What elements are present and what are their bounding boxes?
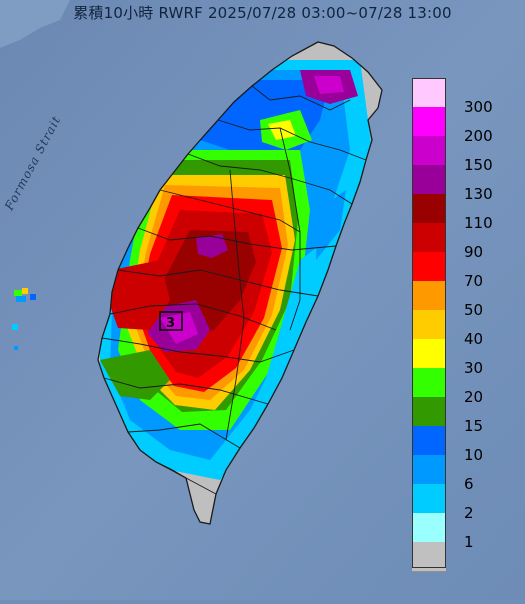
legend-swatch	[412, 397, 446, 427]
legend-swatch	[412, 339, 446, 369]
legend-swatch	[412, 542, 446, 572]
legend-swatch	[412, 252, 446, 282]
legend-swatch	[412, 484, 446, 514]
legend-label: 2	[464, 504, 474, 522]
legend-label: 10	[464, 446, 484, 464]
legend-swatch	[412, 194, 446, 224]
legend-label: 70	[464, 272, 484, 290]
county-boundaries	[101, 85, 367, 495]
legend-label: 20	[464, 388, 484, 406]
legend-swatch	[412, 223, 446, 253]
legend-label: 40	[464, 330, 484, 348]
legend-label: 50	[464, 301, 484, 319]
legend-swatch	[412, 165, 446, 195]
legend-label: 1	[464, 533, 474, 551]
legend-swatch	[412, 455, 446, 485]
penghu-islands	[12, 288, 36, 350]
legend-swatch	[412, 107, 446, 137]
svg-text:3: 3	[166, 316, 175, 331]
island-outline	[97, 41, 383, 525]
legend-label: 150	[464, 156, 493, 174]
legend-label: 6	[464, 475, 474, 493]
legend-swatch	[412, 281, 446, 311]
mainland-coast	[0, 0, 70, 48]
legend-swatch	[412, 513, 446, 543]
legend-swatch	[412, 368, 446, 398]
legend-label: 90	[464, 243, 484, 261]
legend-label: 110	[464, 214, 493, 232]
station-marker[interactable]: 3	[159, 311, 183, 331]
legend-label: 30	[464, 359, 484, 377]
legend-swatch	[412, 426, 446, 456]
legend-label: 130	[464, 185, 493, 203]
legend-label: 200	[464, 127, 493, 145]
legend-swatch	[412, 78, 446, 108]
map-title: 累積10小時 RWRF 2025/07/28 03:00~07/28 13:00	[73, 4, 452, 22]
legend-swatch	[412, 136, 446, 166]
legend-label: 15	[464, 417, 484, 435]
legend-swatch	[412, 310, 446, 340]
legend-label: 300	[464, 98, 493, 116]
